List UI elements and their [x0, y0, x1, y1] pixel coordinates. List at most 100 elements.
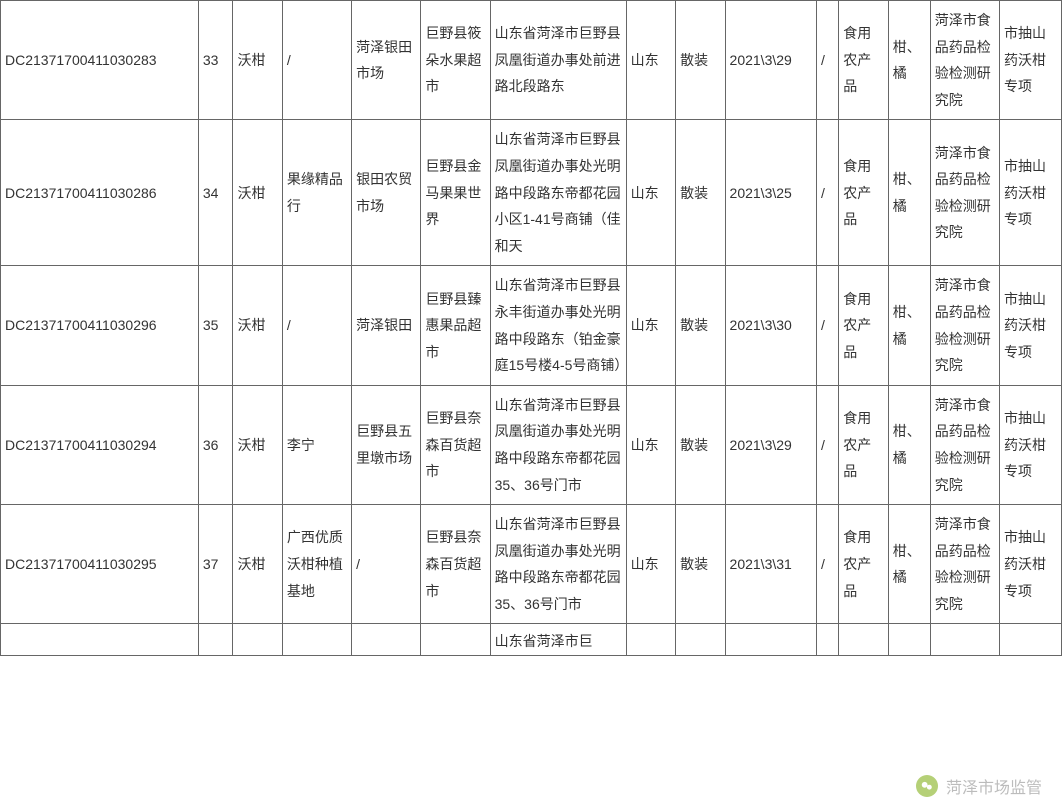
cell-sub: 柑、橘 — [888, 120, 930, 266]
cell-seq: 33 — [198, 1, 233, 120]
cell-inspect: 菏泽市食品药品检验检测研究院 — [930, 120, 999, 266]
cell-supplier: 广西优质沃柑种植基地 — [282, 505, 351, 624]
cell-supplier: / — [282, 1, 351, 120]
cell-id: DC21371700411030295 — [1, 505, 199, 624]
cell-product: 沃柑 — [233, 1, 282, 120]
cell-spec: / — [817, 1, 839, 120]
cell-project: 市抽山药沃柑专项 — [1000, 1, 1062, 120]
data-table: DC2137170041103028333沃柑/菏泽银田市场巨野县筱朵水果超市山… — [0, 0, 1062, 656]
cell-address: 山东省菏泽市巨野县永丰街道办事处光明路中段路东（铂金豪庭15号楼4-5号商铺） — [490, 266, 626, 385]
cell-inspect: 菏泽市食品药品检验检测研究院 — [930, 1, 999, 120]
cell-product: 沃柑 — [233, 385, 282, 504]
cell-id — [1, 624, 199, 656]
cell-sub: 柑、橘 — [888, 266, 930, 385]
cell-address: 山东省菏泽市巨野县凤凰街道办事处光明路中段路东帝都花园35、36号门市 — [490, 505, 626, 624]
cell-project: 市抽山药沃柑专项 — [1000, 385, 1062, 504]
cell-project: 市抽山药沃柑专项 — [1000, 120, 1062, 266]
table-row: DC2137170041103028333沃柑/菏泽银田市场巨野县筱朵水果超市山… — [1, 1, 1062, 120]
cell-seq — [198, 624, 233, 656]
cell-seq: 36 — [198, 385, 233, 504]
cell-product: 沃柑 — [233, 266, 282, 385]
cell-date: 2021\3\29 — [725, 1, 817, 120]
cell-sub — [888, 624, 930, 656]
cell-id: DC21371700411030294 — [1, 385, 199, 504]
cell-pack: 散装 — [676, 266, 725, 385]
cell-category — [839, 624, 888, 656]
cell-market — [352, 624, 421, 656]
table-row: DC2137170041103028634沃柑果缘精品行银田农贸市场巨野县金马果… — [1, 120, 1062, 266]
cell-category: 食用农产品 — [839, 505, 888, 624]
cell-seq: 35 — [198, 266, 233, 385]
table-row: DC2137170041103029635沃柑/菏泽银田巨野县臻惠果品超市山东省… — [1, 266, 1062, 385]
cell-province — [626, 624, 675, 656]
cell-date: 2021\3\30 — [725, 266, 817, 385]
cell-date: 2021\3\25 — [725, 120, 817, 266]
cell-market: 菏泽银田市场 — [352, 1, 421, 120]
cell-supplier: 果缘精品行 — [282, 120, 351, 266]
cell-product: 沃柑 — [233, 505, 282, 624]
cell-pack: 散装 — [676, 385, 725, 504]
cell-category: 食用农产品 — [839, 266, 888, 385]
cell-store — [421, 624, 490, 656]
cell-product: 沃柑 — [233, 120, 282, 266]
wechat-icon — [916, 775, 938, 797]
cell-store: 巨野县奈森百货超市 — [421, 385, 490, 504]
cell-project: 市抽山药沃柑专项 — [1000, 266, 1062, 385]
cell-address: 山东省菏泽市巨 — [490, 624, 626, 656]
cell-address: 山东省菏泽市巨野县凤凰街道办事处光明路中段路东帝都花园35、36号门市 — [490, 385, 626, 504]
cell-category: 食用农产品 — [839, 120, 888, 266]
cell-province: 山东 — [626, 505, 675, 624]
cell-store: 巨野县金马果果世界 — [421, 120, 490, 266]
cell-province: 山东 — [626, 120, 675, 266]
cell-supplier — [282, 624, 351, 656]
cell-province: 山东 — [626, 385, 675, 504]
cell-supplier: / — [282, 266, 351, 385]
cell-seq: 37 — [198, 505, 233, 624]
watermark: 菏泽市场监管 — [916, 774, 1042, 798]
cell-market: 巨野县五里墩市场 — [352, 385, 421, 504]
cell-address: 山东省菏泽市巨野县凤凰街道办事处光明路中段路东帝都花园小区1-41号商铺（佳和天 — [490, 120, 626, 266]
cell-pack: 散装 — [676, 1, 725, 120]
cell-market: / — [352, 505, 421, 624]
cell-inspect: 菏泽市食品药品检验检测研究院 — [930, 505, 999, 624]
cell-project — [1000, 624, 1062, 656]
cell-spec: / — [817, 120, 839, 266]
cell-store: 巨野县臻惠果品超市 — [421, 266, 490, 385]
cell-spec: / — [817, 266, 839, 385]
cell-supplier: 李宁 — [282, 385, 351, 504]
cell-id: DC21371700411030283 — [1, 1, 199, 120]
cell-store: 巨野县奈森百货超市 — [421, 505, 490, 624]
cell-product — [233, 624, 282, 656]
cell-inspect — [930, 624, 999, 656]
cell-store: 巨野县筱朵水果超市 — [421, 1, 490, 120]
cell-category: 食用农产品 — [839, 385, 888, 504]
cell-pack: 散装 — [676, 120, 725, 266]
cell-spec: / — [817, 385, 839, 504]
cell-category: 食用农产品 — [839, 1, 888, 120]
cell-project: 市抽山药沃柑专项 — [1000, 505, 1062, 624]
cell-sub: 柑、橘 — [888, 505, 930, 624]
cell-market: 菏泽银田 — [352, 266, 421, 385]
watermark-text: 菏泽市场监管 — [946, 774, 1042, 798]
cell-province: 山东 — [626, 1, 675, 120]
cell-date: 2021\3\31 — [725, 505, 817, 624]
cell-date — [725, 624, 817, 656]
cell-spec — [817, 624, 839, 656]
cell-province: 山东 — [626, 266, 675, 385]
cell-pack — [676, 624, 725, 656]
cell-id: DC21371700411030296 — [1, 266, 199, 385]
cell-date: 2021\3\29 — [725, 385, 817, 504]
cell-id: DC21371700411030286 — [1, 120, 199, 266]
cell-market: 银田农贸市场 — [352, 120, 421, 266]
cell-inspect: 菏泽市食品药品检验检测研究院 — [930, 385, 999, 504]
table-row: DC2137170041103029436沃柑李宁巨野县五里墩市场巨野县奈森百货… — [1, 385, 1062, 504]
cell-sub: 柑、橘 — [888, 385, 930, 504]
cell-address: 山东省菏泽市巨野县凤凰街道办事处前进路北段路东 — [490, 1, 626, 120]
table-row: DC2137170041103029537沃柑广西优质沃柑种植基地/巨野县奈森百… — [1, 505, 1062, 624]
cell-seq: 34 — [198, 120, 233, 266]
table-body: DC2137170041103028333沃柑/菏泽银田市场巨野县筱朵水果超市山… — [1, 1, 1062, 656]
table-row-partial: 山东省菏泽市巨 — [1, 624, 1062, 656]
cell-spec: / — [817, 505, 839, 624]
cell-pack: 散装 — [676, 505, 725, 624]
cell-inspect: 菏泽市食品药品检验检测研究院 — [930, 266, 999, 385]
